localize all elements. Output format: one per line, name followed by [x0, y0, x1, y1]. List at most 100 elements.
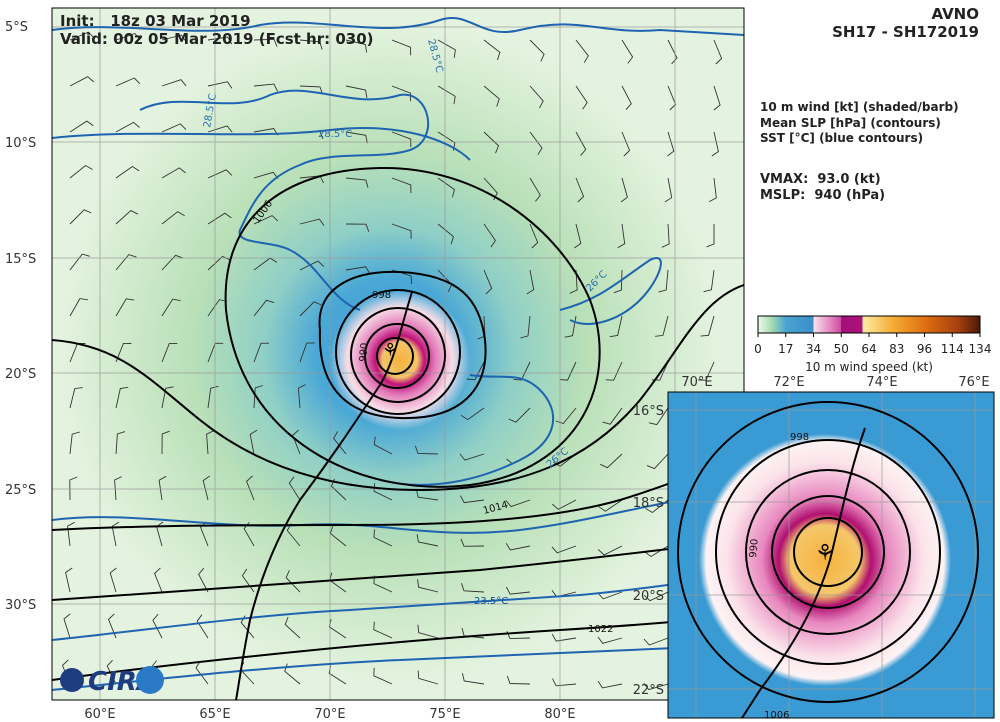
valid-time: Valid: 00z 05 Mar 2019 (Fcst hr: 030) [60, 30, 374, 48]
slp-label: 990 [748, 538, 761, 558]
lat-label: 5°S [5, 20, 28, 35]
wind-barb [506, 675, 531, 685]
wind-barb [416, 534, 439, 547]
wind-barb [249, 429, 258, 455]
lat-label: 20°S [5, 367, 36, 382]
wind-barb [391, 39, 412, 56]
wind-barb [505, 499, 531, 508]
wind-barb [575, 85, 588, 110]
colorbar-tick-label: 17 [778, 342, 793, 356]
vmax: VMAX: 93.0 (kt) [760, 172, 881, 187]
slp-label: 998 [790, 432, 809, 443]
wind-barb [460, 538, 485, 547]
wind-barb [345, 223, 370, 232]
wind-barb [69, 120, 94, 133]
wind-barb [620, 177, 628, 203]
wind-barb [713, 39, 723, 65]
inset-lon-label: 74°E [866, 375, 897, 390]
wind-barb [161, 298, 181, 317]
wind-barb [345, 131, 368, 144]
wind-barb [617, 223, 626, 249]
lon-label: 65°E [199, 707, 230, 722]
wind-barb [621, 131, 631, 157]
model: AVNO [931, 5, 979, 23]
wind-barb [114, 476, 122, 501]
wind-barb [253, 299, 275, 317]
legend-line: SST [°C] (blue contours) [760, 131, 923, 145]
wind-barb [207, 299, 228, 317]
wind-barb [643, 683, 669, 691]
wind-barb [648, 407, 669, 426]
inset-lat-label: 22°S [633, 683, 664, 698]
inset-map: 998 990 1006 ⚘ [668, 392, 994, 718]
wind-barb [253, 342, 270, 363]
wind-barb [667, 39, 678, 65]
wind-barb [196, 614, 209, 639]
wind-barb [483, 39, 501, 61]
wind-barb [529, 131, 543, 156]
wind-barb [115, 77, 141, 87]
main-map: 1006 998 990 1014 1022 28.5°C 28.5°C 28.… [52, 8, 744, 700]
wind-barb [667, 131, 675, 157]
wind-barb [373, 483, 393, 501]
colorbar-tick-label: 83 [889, 342, 904, 356]
wind-barb [206, 430, 214, 455]
wind-barb [111, 521, 120, 547]
wind-barb [198, 567, 209, 593]
wind-barb [333, 431, 347, 455]
wind-barb [391, 85, 412, 102]
wind-barb [461, 673, 485, 685]
wind-barb [373, 436, 393, 455]
wind-barb [703, 269, 715, 293]
wind-barb [529, 223, 539, 249]
wind-barb [69, 298, 88, 317]
wind-barb [667, 85, 677, 111]
wind-barb [69, 431, 81, 455]
wind-barb [299, 301, 322, 317]
wind-barb [202, 475, 210, 501]
wind-barb [664, 177, 673, 203]
wind-barb [299, 342, 315, 363]
colorbar [757, 315, 981, 334]
wind-barb [613, 269, 623, 294]
sst-label: 23.5°C [474, 596, 508, 607]
wind-barb [529, 39, 545, 62]
wind-barb [373, 621, 393, 639]
wind-barb [106, 659, 117, 685]
wind-barb [552, 499, 577, 510]
map-frame [51, 7, 745, 701]
wind-barb [506, 586, 531, 595]
wind-barb [461, 583, 485, 593]
wind-barb [115, 254, 137, 271]
wind-barb [551, 545, 577, 554]
wind-barb [69, 164, 93, 179]
storm-id: SH17 - SH172019 [832, 23, 979, 41]
wind-barb [460, 407, 485, 421]
wind-barb [246, 475, 255, 501]
wind-barb [697, 361, 715, 381]
wind-barb [483, 85, 500, 107]
lon-label: 60°E [84, 707, 115, 722]
wind-barb [658, 269, 669, 293]
colorbar-tick-label: 134 [969, 342, 992, 356]
wind-barb [285, 570, 301, 593]
wind-barb [67, 521, 75, 547]
wind-barb [598, 499, 623, 512]
wind-barb [713, 85, 721, 111]
wind-barb [207, 385, 219, 409]
wind-barb [602, 407, 623, 425]
wind-barb [69, 387, 83, 409]
wind-barb [161, 386, 174, 409]
wind-barb [555, 407, 577, 425]
wind-barb [575, 177, 585, 203]
wind-barb [297, 384, 306, 409]
wind-barb [483, 269, 493, 295]
mslp: MSLP: 940 (hPa) [760, 188, 885, 203]
wind-barb [526, 269, 535, 295]
lat-label: 25°S [5, 483, 36, 498]
wind-barb [115, 32, 141, 41]
wind-barb [483, 131, 500, 154]
wind-barb [711, 131, 719, 157]
slp-contours [52, 166, 744, 700]
wind-barb [152, 613, 163, 639]
